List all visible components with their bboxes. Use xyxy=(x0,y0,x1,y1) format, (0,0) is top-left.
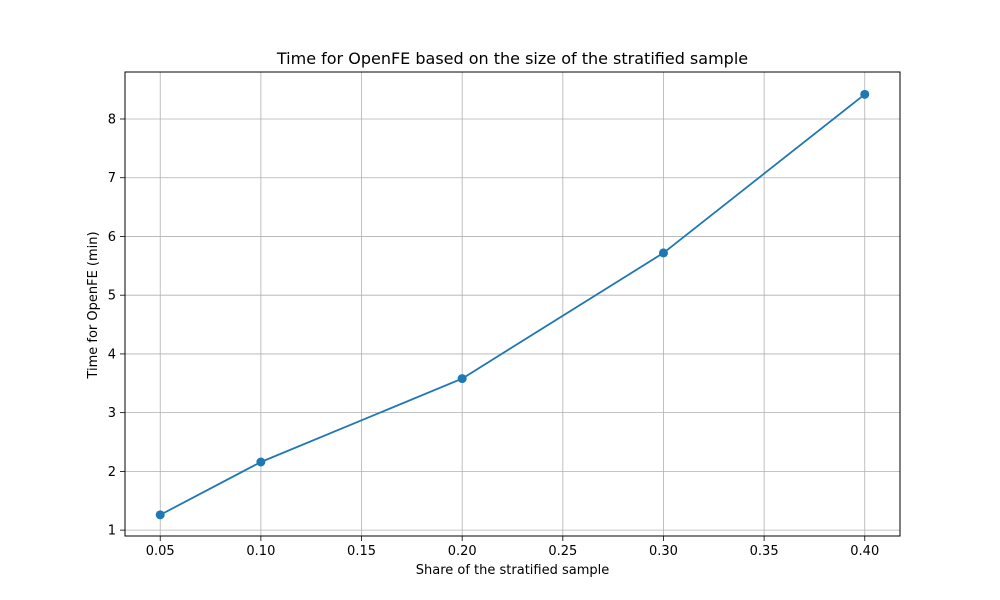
data-point-marker xyxy=(658,248,668,258)
x-tick-label: 0.20 xyxy=(448,544,477,559)
y-tick-label: 5 xyxy=(108,289,116,304)
x-tick-label: 0.05 xyxy=(146,544,175,559)
y-tick-label: 7 xyxy=(108,171,116,186)
axes-layer xyxy=(124,71,901,537)
grid-layer xyxy=(125,72,900,536)
y-axis-label: Time for OpenFE (min) xyxy=(86,231,101,379)
x-tick-label: 0.15 xyxy=(347,544,376,559)
y-tick-label: 3 xyxy=(108,406,116,421)
chart-title: Time for OpenFE based on the size of the… xyxy=(276,49,748,68)
data-point-marker xyxy=(457,374,467,384)
x-tick-label: 0.30 xyxy=(649,544,678,559)
tick-layer: 0.05 0.10 0.15 0.20 0.25 0.30 0.35 0.40 1 2 3 4 5 6 7 8 xyxy=(108,112,880,559)
data-point-marker xyxy=(256,457,266,467)
x-tick-label: 0.25 xyxy=(548,544,577,559)
series-layer xyxy=(155,89,870,520)
x-tick-label: 0.40 xyxy=(850,544,879,559)
data-point-marker xyxy=(155,510,165,520)
x-tick-label: 0.35 xyxy=(750,544,779,559)
y-tick-label: 6 xyxy=(108,230,116,245)
y-tick-label: 2 xyxy=(108,465,116,480)
x-tick-label: 0.10 xyxy=(246,544,275,559)
plot-frame xyxy=(124,71,901,537)
y-tick-label: 4 xyxy=(108,347,116,362)
y-tick-label: 8 xyxy=(108,112,116,127)
y-tick-label: 1 xyxy=(108,524,116,539)
data-point-marker xyxy=(860,89,870,99)
x-axis-label: Share of the stratified sample xyxy=(416,563,610,578)
